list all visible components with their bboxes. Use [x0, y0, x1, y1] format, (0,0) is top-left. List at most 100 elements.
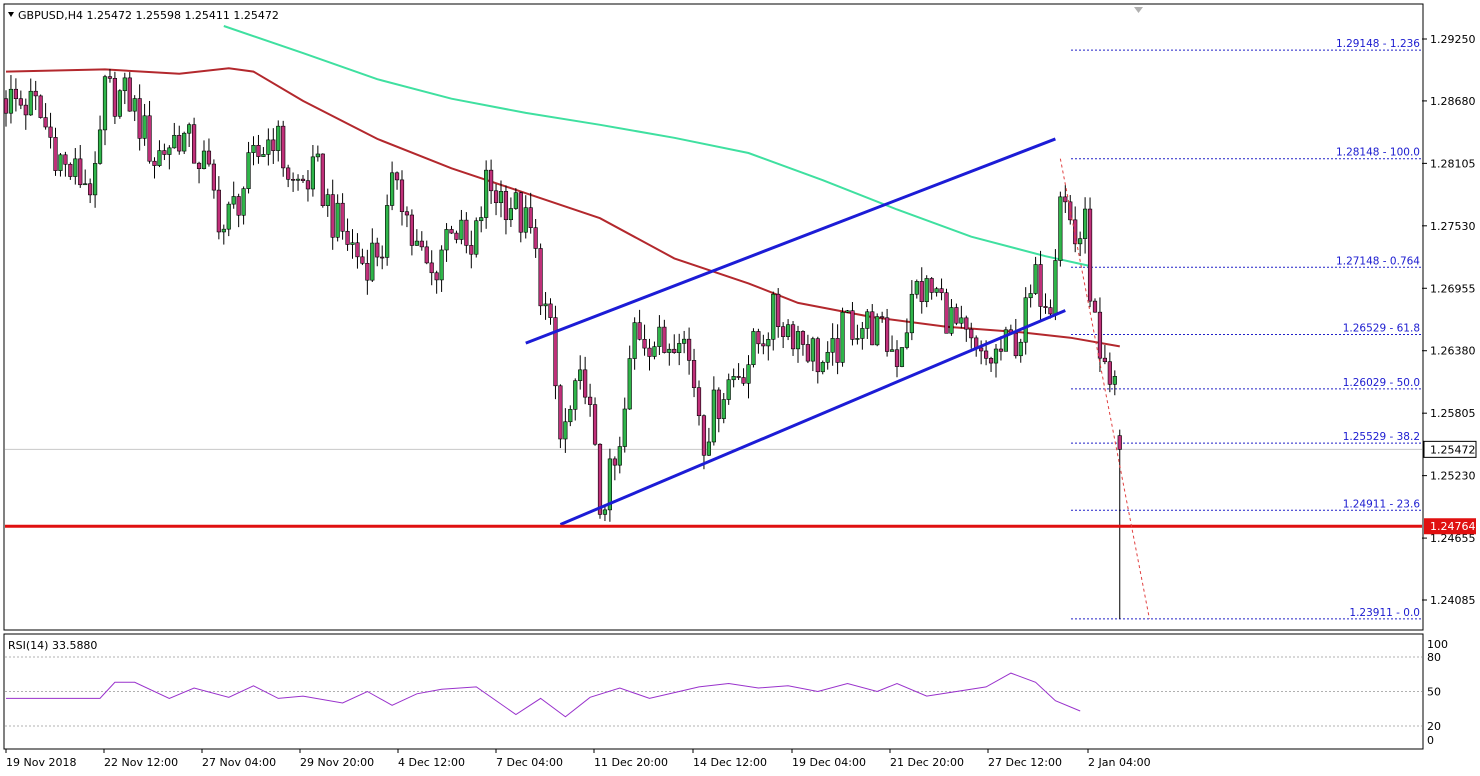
channel-lines	[525, 137, 1066, 526]
candle-body	[795, 331, 801, 350]
candle-body	[300, 178, 306, 181]
candle-body	[449, 229, 454, 234]
dropdown-arrow-icon[interactable]	[8, 12, 14, 17]
candle-body	[385, 205, 390, 258]
candle-body	[538, 248, 543, 307]
candle-body	[38, 95, 43, 118]
candle-body	[820, 361, 825, 373]
fib-level-label: 1.26529 - 61.8	[1343, 323, 1420, 335]
candle-body	[528, 207, 533, 228]
candle-body	[979, 347, 984, 352]
candle-body	[488, 169, 494, 192]
candle-body	[375, 242, 380, 258]
rsi-y-tick-label: 100	[1427, 638, 1448, 651]
candle-body	[335, 202, 340, 238]
candle-body	[484, 169, 489, 218]
rsi-layer	[5, 656, 1422, 727]
candle-body	[1063, 196, 1068, 203]
support-price-label: 1.24764	[1430, 520, 1476, 533]
channel-lower-line[interactable]	[559, 309, 1066, 526]
candle-body	[261, 154, 266, 157]
y-tick-label: 1.26380	[1430, 345, 1476, 358]
candle-body	[93, 163, 98, 196]
candle-body	[419, 240, 424, 248]
candle-body	[914, 281, 919, 295]
candle-body	[63, 154, 68, 165]
candle-body	[211, 163, 217, 191]
current-price-box	[1423, 440, 1477, 458]
x-tick-label: 21 Dec 20:00	[890, 756, 964, 769]
candle-body	[503, 191, 509, 221]
moving-average-red	[5, 67, 1120, 348]
candle-body	[894, 349, 900, 367]
candle-body	[8, 88, 14, 114]
candle-body	[761, 343, 766, 347]
rsi-y-tick-label: 80	[1427, 651, 1441, 664]
shift-marker-icon[interactable]	[1134, 7, 1143, 13]
candle-body	[904, 332, 909, 348]
candle-body	[454, 232, 459, 240]
y-tick-label: 1.26955	[1430, 282, 1476, 295]
candle-body	[1013, 332, 1018, 357]
candle-body	[315, 153, 320, 158]
y-tick-label: 1.24655	[1430, 532, 1476, 545]
candle-body	[716, 389, 721, 419]
candle-body	[3, 98, 9, 114]
x-tick-label: 27 Nov 04:00	[202, 756, 276, 769]
candle-body	[177, 134, 182, 152]
fib-level-label: 1.27148 - 0.764	[1336, 255, 1420, 267]
candle-body	[1018, 341, 1023, 357]
candle-body	[637, 322, 642, 340]
candle-body	[33, 90, 38, 97]
candle-body	[622, 408, 627, 447]
candle-body	[855, 338, 860, 340]
candle-body	[518, 192, 523, 233]
candle-body	[731, 376, 736, 381]
candle-body	[790, 324, 796, 350]
candle-body	[290, 179, 296, 181]
candle-body	[983, 350, 989, 359]
candle-body	[23, 104, 28, 116]
candle-body	[1023, 297, 1028, 343]
fib-level-label: 1.26029 - 50.0	[1343, 377, 1420, 389]
candle-body	[58, 154, 63, 171]
candle-body	[746, 364, 751, 384]
x-tick-label: 7 Dec 04:00	[496, 756, 563, 769]
candle-body	[825, 351, 830, 363]
y-tick-label: 1.25805	[1430, 407, 1476, 420]
candle-body	[706, 441, 711, 456]
y-tick-label: 1.25230	[1430, 470, 1476, 483]
candle-body	[899, 347, 905, 367]
candle-body	[602, 509, 608, 515]
axis-layer: 1.29250 1.28680 1.28105 1.27530 1.26955 1.263…	[5, 33, 1477, 769]
candle-body	[513, 192, 518, 209]
candle-body	[236, 196, 241, 216]
candle-body	[1053, 260, 1058, 315]
candle-body	[142, 115, 147, 139]
candle-body	[993, 348, 999, 364]
candle-body	[414, 240, 419, 246]
candle-body	[751, 331, 756, 366]
moving-averages	[5, 25, 1120, 348]
candle-body	[399, 179, 405, 213]
x-tick-label: 11 Dec 20:00	[594, 756, 668, 769]
candle-body	[88, 183, 93, 196]
candle-body	[850, 310, 855, 340]
candle-body	[43, 117, 48, 128]
candle-body	[756, 331, 761, 345]
y-tick-label: 1.28680	[1430, 95, 1476, 108]
candle-body	[157, 150, 162, 166]
candle-body	[196, 162, 202, 169]
candle-body	[380, 256, 385, 259]
candle-body	[167, 147, 172, 155]
candle-body	[350, 242, 355, 245]
channel-upper-line[interactable]	[525, 137, 1056, 345]
candle-body	[18, 98, 23, 106]
candle-body	[800, 331, 806, 345]
candle-body	[112, 78, 117, 117]
candle-body	[192, 124, 197, 164]
candle-body	[597, 443, 603, 515]
candle-body	[1107, 361, 1112, 385]
candle-body	[1003, 329, 1008, 352]
